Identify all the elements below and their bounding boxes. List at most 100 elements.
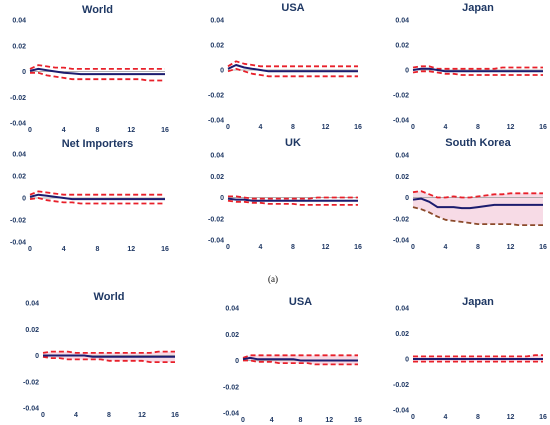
y-tick-label: 0 (405, 195, 409, 202)
y-tick-label: -0.04 (223, 411, 239, 418)
x-tick-label: 0 (411, 244, 415, 251)
y-tick-label: 0.02 (395, 174, 409, 181)
x-tick-label: 12 (322, 124, 330, 131)
x-tick-label: 12 (322, 244, 330, 251)
panel: UK0.040.020-0.02-0.040 4 8 12 16 (208, 137, 362, 251)
x-tick-label: 8 (291, 124, 295, 131)
y-tick-label: -0.04 (208, 238, 224, 245)
panel-title: Japan (462, 296, 494, 308)
y-tick-label: 0.02 (395, 331, 409, 338)
lower-ci-line (29, 197, 165, 205)
x-tick-label: 16 (354, 417, 362, 424)
x-tick-label: 16 (161, 127, 169, 134)
upper-ci-line (228, 195, 358, 200)
y-tick-label: -0.04 (393, 238, 409, 245)
y-tick-label: 0 (220, 68, 224, 75)
x-tick-label: 16 (161, 246, 169, 253)
x-tick-label: 4 (62, 246, 66, 253)
x-tick-label: 4 (62, 127, 66, 134)
irf-line (29, 193, 165, 201)
y-tick-label: 0.04 (225, 306, 239, 313)
upper-ci-line (242, 354, 358, 359)
panel-title: USA (281, 2, 304, 14)
y-tick-label: 0.04 (395, 153, 409, 160)
y-tick-label: 0.02 (395, 43, 409, 50)
x-tick-label: 4 (259, 244, 263, 251)
lower-ci-line (412, 206, 543, 227)
x-tick-label: 12 (507, 414, 515, 421)
irf-line (227, 64, 358, 73)
x-tick-label: 12 (507, 244, 515, 251)
y-tick-label: -0.04 (23, 406, 39, 413)
y-tick-label: 0 (405, 68, 409, 75)
x-tick-label: 16 (354, 244, 362, 251)
lower-ci-line (30, 71, 165, 82)
x-tick-label: 4 (444, 244, 448, 251)
irf-line (43, 354, 175, 358)
y-tick-label: -0.02 (223, 384, 239, 391)
y-tick-label: -0.04 (393, 408, 409, 415)
x-tick-label: 8 (299, 417, 303, 424)
upper-ci-line (227, 60, 358, 68)
x-tick-label: 0 (411, 124, 415, 131)
y-tick-label: 0.04 (12, 18, 26, 25)
x-tick-label: 8 (476, 244, 480, 251)
lower-ci-line (227, 199, 358, 206)
x-tick-label: 0 (226, 244, 230, 251)
x-tick-label: 8 (107, 412, 111, 419)
y-tick-label: -0.04 (10, 121, 26, 128)
y-tick-label: -0.02 (10, 95, 26, 102)
x-tick-label: 0 (241, 417, 245, 424)
lower-ci-line (42, 355, 175, 364)
confidence-band (413, 191, 543, 226)
x-tick-label: 12 (127, 127, 135, 134)
irf-line (412, 197, 543, 210)
x-tick-label: 4 (74, 412, 78, 419)
y-tick-label: 0.02 (210, 43, 224, 50)
upper-ci-line (29, 190, 165, 196)
y-tick-label: 0.02 (225, 332, 239, 339)
y-tick-label: 0 (220, 195, 224, 202)
y-tick-label: -0.02 (393, 382, 409, 389)
figure-caption: (a) (268, 274, 278, 284)
x-tick-label: 4 (444, 124, 448, 131)
x-tick-label: 0 (226, 124, 230, 131)
y-tick-label: -0.04 (10, 240, 26, 247)
x-tick-label: 12 (127, 246, 135, 253)
y-tick-label: -0.04 (208, 118, 224, 125)
upper-ci-line (412, 65, 543, 70)
x-tick-label: 12 (507, 124, 515, 131)
upper-ci-line (412, 190, 543, 199)
x-tick-label: 8 (476, 414, 480, 421)
y-tick-label: 0 (22, 196, 26, 203)
x-tick-label: 0 (28, 127, 32, 134)
y-tick-label: 0 (35, 353, 39, 360)
panel-title: South Korea (445, 137, 511, 149)
x-tick-label: 0 (28, 246, 32, 253)
y-tick-label: 0.02 (25, 327, 39, 334)
x-tick-label: 8 (96, 246, 100, 253)
x-tick-label: 8 (96, 127, 100, 134)
y-tick-label: 0.04 (395, 18, 409, 25)
upper-ci-line (413, 354, 543, 358)
x-tick-label: 8 (476, 124, 480, 131)
x-tick-label: 4 (444, 414, 448, 421)
lower-ci-line (412, 70, 543, 76)
x-tick-label: 4 (270, 417, 274, 424)
y-tick-label: 0.04 (395, 306, 409, 313)
y-tick-label: -0.04 (393, 118, 409, 125)
y-tick-label: 0.02 (12, 43, 26, 50)
x-tick-label: 16 (539, 244, 547, 251)
panel-title: Japan (462, 2, 494, 14)
y-tick-label: 0.04 (210, 153, 224, 160)
y-tick-label: 0 (22, 69, 26, 76)
x-tick-label: 16 (354, 124, 362, 131)
panel-title: Net Importers (62, 138, 134, 150)
x-tick-label: 0 (41, 412, 45, 419)
y-tick-label: -0.02 (10, 218, 26, 225)
y-tick-label: 0.04 (210, 18, 224, 25)
